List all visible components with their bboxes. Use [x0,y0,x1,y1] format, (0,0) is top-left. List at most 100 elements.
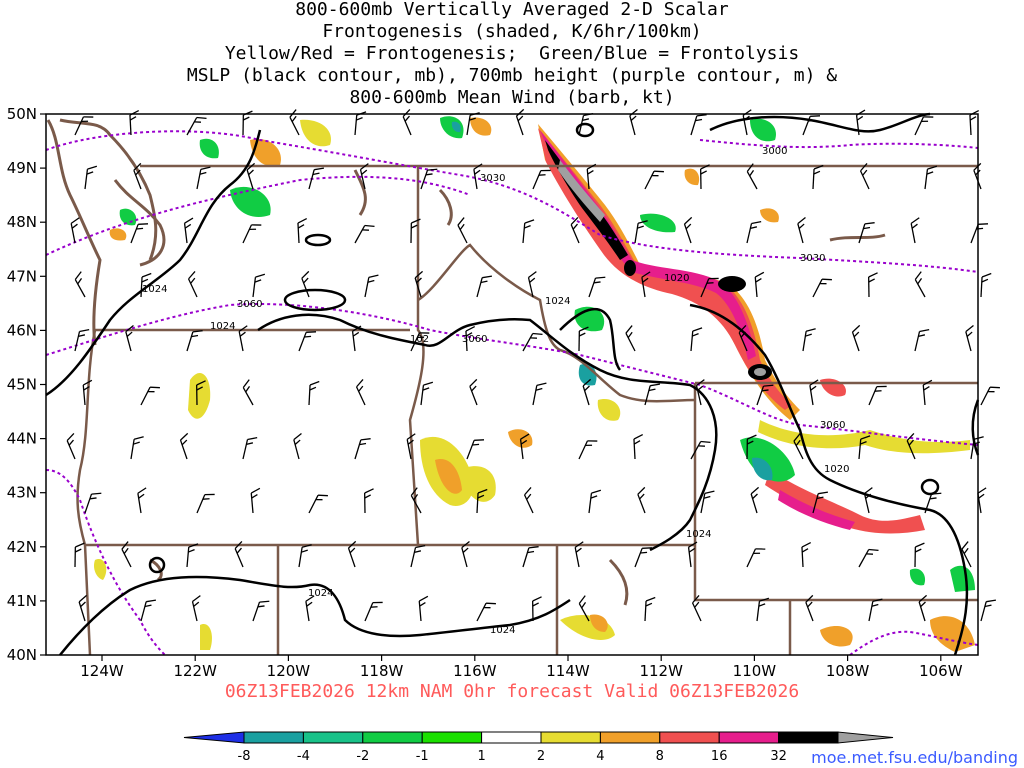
height-label: 3060 [462,334,487,345]
colorbar-swatch [718,731,780,744]
lon-tick-label: 120W [267,662,311,680]
wind-barb [74,542,85,568]
wind-barb [137,487,147,514]
mslp-label: 1024 [142,284,167,295]
wind-barb [695,379,705,406]
wind-barb [308,167,325,190]
wind-barb [476,602,496,622]
wind-barb [186,543,199,568]
wind-barb [858,222,875,244]
mslp-label: 1024 [308,588,333,599]
wind-barb [78,594,88,622]
colorbar-swatch [362,731,423,744]
wind-barb [191,595,201,622]
wind-barb [140,272,152,298]
wind-barb [868,598,883,622]
wind-barb [578,440,598,460]
mslp-labels: 1024 1024 1024 1024 1024 1020 1020 102 1… [142,273,849,636]
mslp-label: 1024 [490,625,515,636]
wind-barb [578,595,590,622]
wind-barb [522,219,535,244]
wind-barb [301,270,310,298]
credit-link[interactable]: moe.met.fsu.edu/banding [811,748,1018,767]
wind-barb [66,432,76,460]
wind-barb [515,108,525,136]
lat-tick-label: 44N [7,430,37,448]
wind-barb [298,544,312,568]
wind-barb [140,386,160,406]
wind-barb [977,487,987,514]
wind-barb [523,487,534,514]
valid-time: 06Z13FEB2026 12km NAM 0hr forecast Valid… [224,681,800,702]
height-contours [45,130,979,656]
wind-barb [532,169,551,190]
title-line-1: 800-600mb Vertically Averaged 2-D Scalar [295,0,729,20]
wind-barb [980,272,992,298]
wind-barb [690,440,711,460]
wind-barb [863,487,873,514]
lon-tick-label: 108W [826,662,870,680]
lat-tick-label: 46N [7,321,37,339]
wind-barb [457,217,468,244]
lon-tick-label: 110W [733,662,777,680]
wind-barb [637,486,646,514]
colorbar-label: 2 [537,749,545,764]
wind-barb [754,271,765,298]
wind-barb [418,595,429,622]
wind-barb [410,545,426,568]
wind-barb [84,165,98,190]
colorbar-swatch [599,731,661,744]
lat-tick-label: 50N [7,105,37,123]
wind-barb [906,432,916,460]
wind-barb [756,597,770,622]
wind-barb [858,548,879,568]
colorbar-label: 8 [656,749,664,764]
colorbar-label: -1 [416,749,429,764]
wind-barb [130,436,144,460]
wind-barb [961,541,972,568]
wind-barb [700,164,710,190]
wind-barb [351,325,362,352]
wind-barb [355,379,366,406]
lat-tick-label: 45N [7,376,37,394]
wind-barb [914,271,926,298]
wind-barb [183,217,194,244]
colorbar-swatch [421,731,483,744]
height-label: 3060 [820,420,845,431]
wind-barb [133,162,142,190]
lat-tick-label: 40N [7,646,37,664]
lon-tick-label: 118W [360,662,404,680]
wind-barb [347,540,357,568]
wind-barb [74,271,86,298]
title-line-5: 800-600mb Mean Wind (barb, kt) [349,87,675,108]
wind-barb [364,601,383,622]
wind-barb [461,540,470,568]
wind-barb [359,163,369,190]
colorbar-label: -2 [356,749,369,764]
wind-barb [746,548,766,568]
mslp-label: 1024 [545,296,570,307]
wind-barb [797,216,806,244]
wind-barb [914,329,930,352]
wind-barb [522,332,543,352]
wind-barb [308,494,328,514]
wind-barb [746,434,757,460]
wind-barb [196,166,211,190]
lat-tick-label: 47N [7,267,37,285]
wind-barb [298,331,317,352]
wind-barb [644,383,661,406]
wind-barb [420,381,434,406]
wind-barb [625,325,636,352]
colorbar-label: 4 [596,749,604,764]
wind-barb [527,271,537,298]
wind-barb [922,379,933,406]
colorbar-label: -4 [297,749,310,764]
height-labels: 3000 3030 3030 3060 3060 3060 [237,146,845,431]
wind-barb [74,329,90,352]
wind-barb [242,224,262,244]
mslp-label: 102 [410,334,429,345]
wind-barb [700,490,715,514]
wind-barb [809,379,819,406]
wind-barb [84,492,102,514]
wind-barb [812,491,829,514]
